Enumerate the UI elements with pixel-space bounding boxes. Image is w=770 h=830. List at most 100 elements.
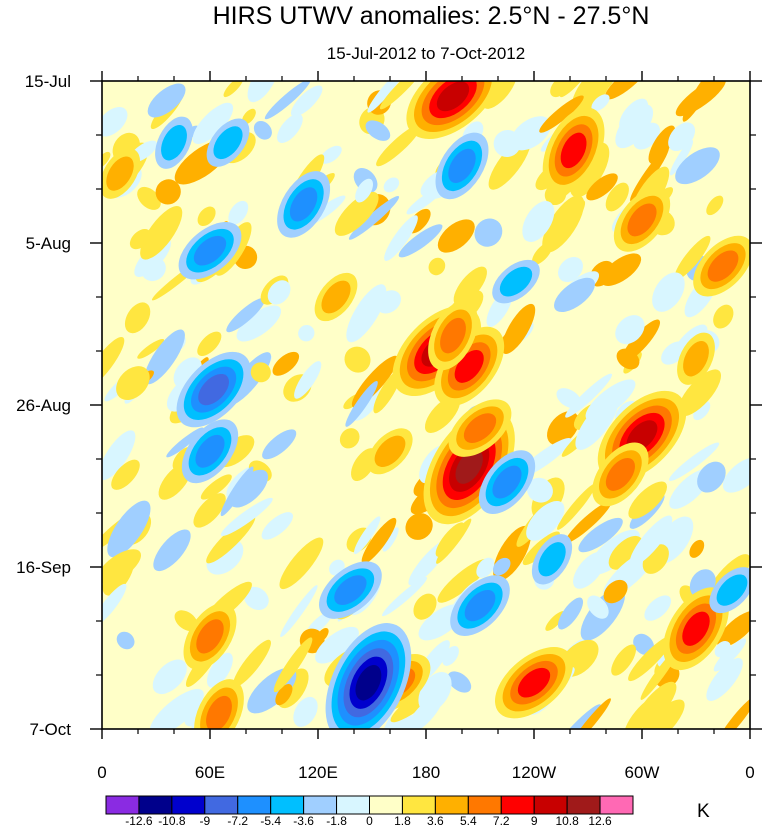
texture-blob	[111, 459, 140, 490]
texture-blob	[241, 108, 256, 125]
texture-blob	[376, 290, 401, 314]
texture-blob	[129, 228, 151, 250]
colorbar-swatch	[401, 795, 436, 815]
texture-blob	[550, 81, 571, 98]
texture-blob	[674, 235, 711, 280]
texture-blob	[382, 577, 428, 617]
texture-blob	[206, 515, 256, 564]
texture-blob	[526, 501, 565, 541]
texture-blob	[722, 457, 750, 493]
texture-blob	[474, 218, 503, 247]
texture-blob	[648, 125, 676, 164]
texture-blob	[383, 177, 400, 193]
texture-blob	[668, 442, 720, 481]
texture-blob	[628, 635, 674, 682]
contour-band	[682, 611, 710, 646]
texture-blob	[382, 527, 399, 552]
texture-blob	[557, 597, 584, 630]
texture-blob	[346, 284, 387, 343]
x-tick-label: 60E	[195, 763, 225, 782]
anomaly-feature	[428, 301, 478, 371]
anomaly-feature	[448, 399, 512, 457]
texture-blob	[518, 132, 535, 151]
texture-blob	[275, 683, 293, 706]
anomaly-feature	[181, 419, 239, 484]
texture-blob	[155, 179, 181, 205]
texture-blob	[339, 428, 360, 449]
texture-blob	[522, 200, 555, 243]
texture-blob	[250, 362, 271, 383]
texture-blob	[147, 83, 186, 118]
colorbar-label: 1.8	[394, 814, 411, 828]
x-tick-label: 120E	[298, 763, 338, 782]
texture-blob	[116, 631, 135, 650]
texture-blob	[398, 224, 443, 258]
texture-blob	[267, 280, 291, 305]
y-tick-label: 7-Oct	[29, 720, 71, 739]
texture-blob	[262, 429, 297, 460]
texture-blob	[124, 302, 151, 334]
anomaly-feature	[325, 623, 412, 729]
texture-blob	[361, 517, 397, 564]
contour-band	[463, 413, 497, 443]
texture-blob	[193, 493, 226, 528]
contour-band	[683, 340, 709, 377]
texture-blob	[578, 517, 623, 553]
texture-blob	[152, 659, 187, 695]
chart-title: HIRS UTWV anomalies: 2.5°N - 27.5°N	[213, 2, 650, 30]
texture-blob	[264, 81, 311, 120]
colorbar-swatch	[434, 795, 469, 815]
texture-blob	[290, 85, 323, 117]
texture-blob	[586, 173, 618, 201]
texture-blob	[279, 537, 324, 590]
texture-blob	[365, 120, 391, 141]
texture-blob	[253, 120, 272, 140]
texture-blob	[226, 297, 265, 333]
colorbar-swatch	[369, 795, 403, 815]
texture-blob	[603, 579, 628, 604]
colorbar-swatch	[336, 795, 370, 815]
texture-blob	[706, 657, 743, 702]
texture-blob	[571, 698, 611, 729]
contour-band	[321, 280, 351, 314]
colorbar-label: -9	[199, 814, 210, 828]
texture-blob	[587, 595, 609, 619]
colorbar-label: 7.2	[493, 814, 510, 828]
texture-blob	[591, 94, 610, 112]
contour-band	[716, 574, 748, 606]
colorbar-swatch	[105, 795, 140, 815]
anomaly-feature	[102, 148, 141, 199]
x-tick-label: 180	[412, 763, 440, 782]
anomaly-feature	[450, 575, 510, 636]
anomaly-feature	[406, 81, 500, 139]
texture-blob	[616, 348, 640, 370]
texture-blob	[652, 272, 685, 312]
x-tick-label: 0	[745, 763, 754, 782]
chart-subtitle: 15-Jul-2012 to 7-Oct-2012	[327, 44, 525, 63]
colorbar-label: 3.6	[427, 814, 444, 828]
texture-blob	[273, 637, 313, 693]
texture-blob	[376, 124, 421, 167]
texture-blob	[605, 182, 629, 212]
anomaly-feature	[314, 272, 358, 322]
colorbar-swatch	[237, 795, 272, 815]
anomaly-feature	[176, 351, 251, 428]
texture-blob	[615, 104, 654, 149]
contour-band	[440, 317, 466, 354]
colorbar-label: -1.8	[326, 814, 347, 828]
colorbar-swatch	[138, 795, 173, 815]
texture-blob	[675, 147, 720, 185]
colorbar-swatch	[533, 795, 568, 815]
colorbar: -12.6 -10.8 -9 -7.2 -5.4 -3.6 -1.8 0 1.8 3.6 5.4 7.…	[105, 795, 634, 828]
y-tick-label: 26-Aug	[16, 396, 71, 415]
texture-blob	[435, 522, 465, 557]
texture-blob	[635, 699, 685, 729]
texture-blob	[713, 638, 747, 672]
texture-blob	[547, 411, 579, 446]
colorbar-label: 9	[531, 814, 538, 828]
texture-blob	[200, 474, 232, 500]
texture-blob	[137, 186, 161, 210]
texture-blob	[144, 329, 185, 385]
texture-blob	[644, 595, 672, 621]
